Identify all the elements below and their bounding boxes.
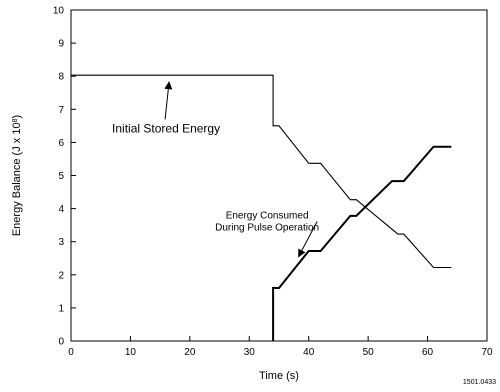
series-layer xyxy=(71,74,452,341)
annotation-arrow-energy-consumed xyxy=(298,221,318,258)
annotation-initial-stored-energy: Initial Stored Energy xyxy=(112,121,220,135)
x-axis-label: Time (s) xyxy=(259,370,299,382)
y-tick-label: 0 xyxy=(58,337,64,348)
y-tick-label: 3 xyxy=(58,237,64,248)
y-tick-label: 10 xyxy=(53,6,65,17)
annotation-energy-consumed-line2: During Pulse Operation xyxy=(215,223,319,234)
y-tick-label: 5 xyxy=(58,171,64,182)
x-tick-label: 70 xyxy=(481,347,493,358)
series-line-1 xyxy=(71,74,452,269)
y-tick-label: 1 xyxy=(58,303,64,314)
plot-frame xyxy=(70,9,488,342)
y-tick-label: 4 xyxy=(58,204,64,215)
y-tick-label: 2 xyxy=(58,270,64,281)
annotation-layer: Initial Stored Energy Energy ConsumedDuri… xyxy=(112,81,319,258)
annotation-energy-consumed-line1: Energy Consumed xyxy=(226,211,309,222)
series-line-2 xyxy=(272,145,452,341)
y-axis-label-close: ) xyxy=(11,115,23,119)
x-tick-label: 10 xyxy=(125,347,137,358)
x-axis: 0 10 20 30 40 50 60 70 xyxy=(68,336,493,358)
x-tick-label: 0 xyxy=(68,347,74,358)
x-tick-label: 50 xyxy=(363,347,375,358)
x-tick-label: 30 xyxy=(244,347,256,358)
y-tick-label: 8 xyxy=(58,72,64,83)
y-axis-label-exponent: 8 xyxy=(12,118,19,122)
y-axis-label: Energy Balance (J x 108) xyxy=(11,115,23,236)
y-tick-label: 9 xyxy=(58,39,64,50)
x-tick-label: 60 xyxy=(422,347,434,358)
y-axis: 0 1 2 3 4 5 6 7 8 9 10 xyxy=(53,6,76,348)
annotation-arrow-initial-stored-energy xyxy=(164,81,173,120)
y-tick-label: 7 xyxy=(58,105,64,116)
x-tick-label: 40 xyxy=(303,347,315,358)
x-tick-label: 20 xyxy=(184,347,196,358)
y-axis-label-main: Energy Balance (J x 10 xyxy=(11,122,23,236)
y-tick-label: 6 xyxy=(58,138,64,149)
figure-reference-number: 1501.0433 xyxy=(463,379,496,386)
